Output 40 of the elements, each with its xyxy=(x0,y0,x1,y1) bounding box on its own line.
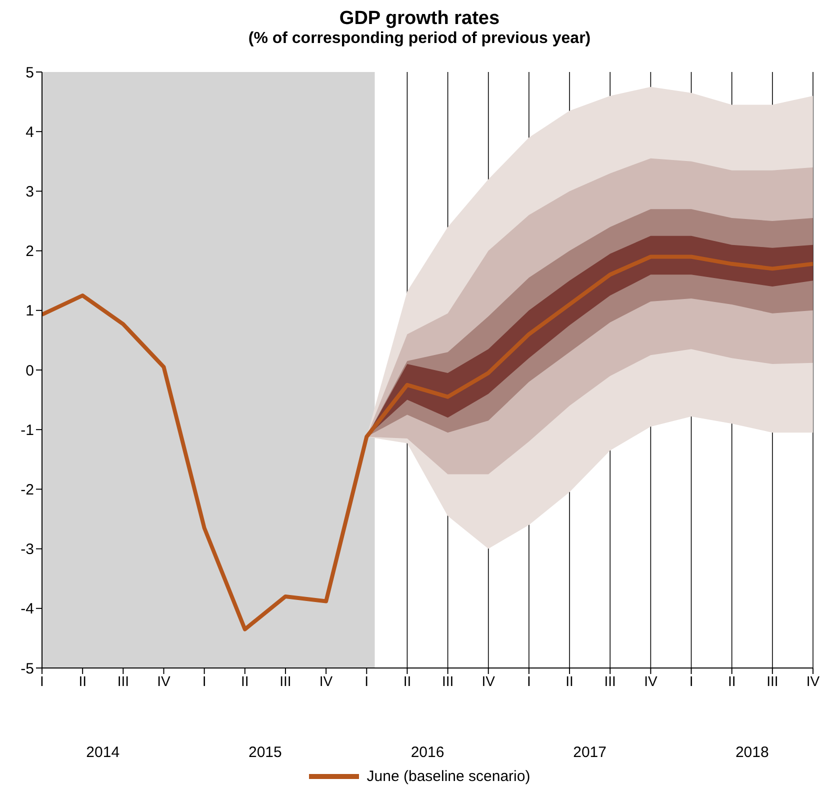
y-tick-label: 5 xyxy=(26,64,34,82)
chart-title: GDP growth rates xyxy=(338,8,501,30)
x-tick-label: III xyxy=(766,672,778,689)
x-tick-label: III xyxy=(604,672,616,689)
x-tick-label: II xyxy=(78,672,86,689)
x-tick-label: IV xyxy=(806,672,820,689)
x-tick-label: IV xyxy=(644,672,658,689)
text: 2018 xyxy=(734,744,770,761)
x-tick-label: I xyxy=(40,672,44,689)
y-tick-label: 3 xyxy=(26,184,34,201)
x-tick-label: II xyxy=(728,672,736,689)
y-tick-label: 2 xyxy=(26,243,34,260)
x-tick-label: I xyxy=(689,672,694,689)
y-tick-label: -3 xyxy=(20,541,34,558)
x-tick-label: IV xyxy=(482,672,496,689)
x-tick-label: IV xyxy=(157,672,172,689)
x-tick-label: III xyxy=(442,672,454,689)
line-series xyxy=(42,254,813,632)
y-tick-label: -1 xyxy=(20,422,34,439)
y-tick-label: 4 xyxy=(26,124,34,141)
legend-label: June (baseline scenario) xyxy=(366,768,530,785)
chart-subtitle: (% of corresponding period of previous year) xyxy=(247,30,592,48)
x-tick-label: IV xyxy=(319,672,334,689)
x-tick-label: III xyxy=(280,672,292,689)
y-tick-label: -2 xyxy=(20,482,34,499)
x-tick-label: I xyxy=(202,672,206,689)
y-tick-label: 0 xyxy=(26,362,34,380)
y-tick-label: -4 xyxy=(20,600,34,618)
x-tick-label: II xyxy=(241,672,249,689)
x-tick-label: I xyxy=(527,672,531,689)
x-tick-label: II xyxy=(566,672,574,689)
y-tick-label: -5 xyxy=(20,660,34,678)
y-tick-label: 1 xyxy=(26,302,34,320)
x-tick-label: III xyxy=(117,672,129,689)
text: 2017 xyxy=(572,744,608,761)
text: 2014 xyxy=(85,744,121,761)
text: 2016 xyxy=(410,744,446,761)
x-tick-label: I xyxy=(364,672,369,689)
x-tick-label: II xyxy=(403,672,412,689)
text: 2015 xyxy=(247,744,283,761)
